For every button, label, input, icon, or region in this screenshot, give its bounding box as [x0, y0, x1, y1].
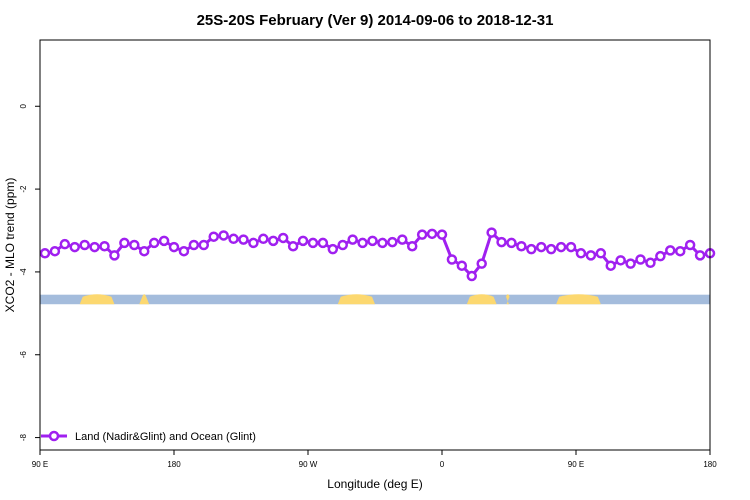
legend-label: Land (Nadir&Glint) and Ocean (Glint) [75, 431, 256, 443]
data-point [49, 245, 61, 257]
y-tick-label: 0 [19, 103, 28, 108]
x-tick-label: 90 W [299, 460, 318, 469]
series-points-layer [39, 227, 716, 282]
data-point [436, 229, 448, 240]
data-point [684, 239, 696, 251]
data-point [397, 234, 408, 245]
x-tick-label: 90 E [568, 460, 584, 469]
land-segment [466, 294, 497, 305]
data-point [119, 237, 130, 249]
land-segment [337, 294, 375, 305]
data-point [694, 250, 706, 261]
y-axis-label: XCO2 - MLO trend (ppm) [3, 178, 17, 313]
data-point [575, 248, 587, 259]
data-point [387, 236, 398, 248]
data-point [188, 239, 200, 251]
data-point [625, 258, 636, 269]
data-point [516, 240, 527, 252]
data-point [496, 236, 507, 248]
data-point [615, 255, 626, 266]
data-point [99, 240, 110, 252]
data-point [665, 245, 676, 256]
y-tick-label: -4 [19, 268, 28, 276]
data-point [555, 241, 567, 253]
data-point [258, 233, 269, 245]
y-tick-label: -8 [19, 433, 28, 441]
data-point [198, 239, 210, 251]
legend-marker-swatch [48, 430, 60, 442]
ocean-band [40, 294, 710, 305]
x-axis-label: Longitude (deg E) [327, 477, 422, 491]
data-point [287, 240, 299, 252]
data-point [446, 254, 458, 265]
data-point [79, 239, 90, 251]
data-point [218, 230, 229, 241]
data-point [39, 248, 51, 259]
data-point [506, 237, 517, 249]
data-point [297, 235, 309, 247]
x-tick-label: 180 [703, 460, 717, 469]
data-point [148, 237, 160, 249]
data-point [59, 238, 71, 250]
data-point [655, 250, 666, 262]
y-axis: 0 -2 -4 -6 -8 [19, 103, 40, 441]
data-point [635, 254, 646, 265]
data-point [377, 237, 388, 249]
x-axis: 90 E 180 90 W 0 90 E 180 [32, 450, 717, 469]
plot-area-frame [39, 39, 711, 451]
data-point [307, 237, 319, 249]
land-segment [556, 294, 601, 305]
y-tick-label: -6 [19, 351, 28, 359]
x-tick-label: 180 [167, 460, 181, 469]
land-segment [79, 294, 115, 305]
data-point [238, 234, 249, 245]
land-segment [506, 294, 510, 305]
data-point [277, 232, 289, 244]
land-segment [139, 294, 150, 305]
chart-title: 25S-20S February (Ver 9) 2014-09-06 to 2… [197, 12, 554, 29]
data-point [109, 250, 120, 261]
data-point [645, 257, 656, 269]
data-point [347, 234, 358, 245]
data-point [406, 240, 418, 252]
data-point [138, 245, 150, 257]
data-point [89, 241, 100, 253]
data-point [268, 235, 279, 247]
data-point [178, 245, 190, 257]
data-point [69, 241, 80, 253]
data-point [367, 235, 378, 247]
data-point [595, 248, 607, 259]
data-point [565, 241, 577, 253]
data-point [536, 241, 547, 253]
data-point [416, 229, 428, 240]
data-point [357, 237, 368, 249]
data-point [228, 233, 239, 245]
x-tick-label: 0 [440, 460, 445, 469]
y-tick-label: -2 [19, 185, 28, 193]
data-point [168, 241, 180, 253]
data-point [158, 235, 170, 247]
data-point [585, 250, 597, 261]
data-point [456, 260, 468, 271]
data-point [526, 243, 537, 255]
data-point [605, 260, 616, 271]
data-point [337, 239, 348, 251]
surface-band [40, 294, 710, 305]
data-point [426, 228, 438, 240]
data-point [248, 237, 259, 249]
data-point [327, 243, 339, 255]
data-point [129, 239, 140, 251]
data-point [545, 243, 557, 255]
data-point [486, 227, 497, 238]
x-tick-label: 90 E [32, 460, 48, 469]
data-point [466, 270, 478, 282]
data-point [674, 245, 686, 257]
data-point [317, 237, 329, 249]
data-point [208, 231, 219, 242]
data-point [476, 258, 487, 269]
legend: Land (Nadir&Glint) and Ocean (Glint) [41, 430, 256, 443]
